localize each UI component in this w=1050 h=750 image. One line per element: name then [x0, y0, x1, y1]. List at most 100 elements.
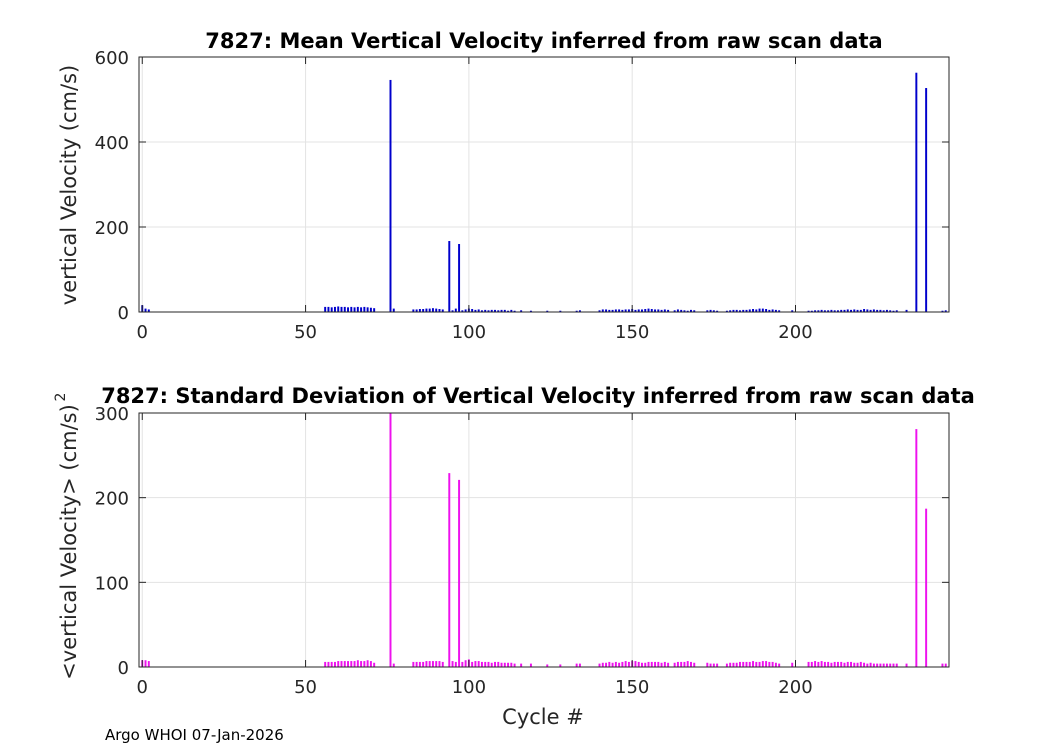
std-bar [461, 661, 464, 667]
std-bar [650, 661, 653, 667]
mean-bar [729, 310, 732, 312]
std-bar [876, 663, 879, 667]
std-bar [807, 661, 810, 667]
mean-y-tick-label: 200 [95, 218, 129, 239]
mean-bar [846, 309, 849, 312]
std-bar [654, 661, 657, 667]
std-bar [889, 663, 892, 667]
mean-bar [850, 309, 852, 313]
mean-bar [843, 309, 846, 313]
mean-bar [840, 309, 843, 313]
std-bar [712, 663, 715, 667]
mean-bar [360, 307, 363, 312]
std-bar [725, 663, 728, 667]
mean-bar [863, 309, 866, 312]
mean-bar [144, 308, 147, 312]
mean-bar [611, 309, 614, 313]
mean-bar [725, 310, 728, 312]
std-bar [716, 663, 719, 667]
mean-bar [758, 308, 761, 312]
footer-credit: Argo WHOI 07-Jan-2026 [105, 726, 284, 744]
std-bar [415, 661, 418, 667]
std-y-axis-label-superscript: 2 [53, 393, 69, 402]
std-bar [529, 663, 532, 667]
mean-bar [660, 309, 663, 313]
std-bar [729, 662, 732, 667]
mean-bar [853, 309, 856, 312]
std-bar [448, 473, 451, 667]
mean-bar [941, 310, 944, 312]
mean-y-axis-label: vertical Velocity (cm/s) [57, 65, 81, 305]
mean-bar [500, 309, 503, 313]
mean-bar [494, 309, 496, 313]
std-bar [836, 661, 839, 667]
mean-bar [337, 306, 340, 312]
std-axes-box [138, 412, 950, 668]
mean-bar [559, 310, 562, 312]
mean-bar [353, 307, 356, 312]
std-x-tick-label: 100 [452, 677, 486, 698]
std-bar [885, 663, 888, 667]
mean-bar [363, 306, 366, 312]
mean-bar [745, 309, 748, 313]
std-bar [693, 662, 696, 667]
std-plot-area [139, 413, 949, 667]
std-bar [817, 661, 820, 667]
std-bar [814, 661, 817, 667]
mean-bar [618, 309, 621, 312]
std-bar [327, 661, 330, 667]
std-bar [830, 662, 833, 667]
mean-bar [464, 309, 467, 312]
std-bar [768, 661, 771, 667]
std-bar [494, 661, 496, 667]
std-bar [513, 663, 516, 667]
mean-bar [693, 310, 696, 312]
mean-bar [392, 308, 395, 312]
std-bar [657, 661, 660, 667]
std-bar [510, 662, 513, 667]
std-bar [441, 661, 444, 667]
mean-bar [823, 310, 826, 312]
mean-bar [885, 309, 888, 313]
std-bar [941, 663, 944, 667]
mean-bar [490, 309, 493, 313]
std-y-tick-label: 300 [95, 404, 129, 425]
mean-bar [480, 310, 483, 312]
mean-bar [683, 310, 686, 312]
std-bar [771, 661, 774, 667]
std-bar [843, 662, 846, 667]
mean-bar [755, 309, 758, 312]
mean-bar [477, 309, 480, 312]
mean-y-tick-label: 600 [95, 48, 129, 69]
mean-bar [836, 310, 839, 312]
mean-bar [601, 309, 604, 312]
std-bar [428, 661, 431, 667]
std-bar [859, 661, 862, 667]
std-bar [601, 662, 604, 667]
std-bar [520, 663, 523, 667]
std-bar [369, 661, 372, 667]
std-bar [422, 661, 425, 667]
std-y-tick-label: 200 [95, 489, 129, 510]
std-bar [147, 661, 150, 667]
mean-bar [925, 88, 928, 312]
mean-bar [879, 309, 882, 313]
std-bar [748, 661, 751, 667]
mean-plot-area [139, 57, 949, 312]
std-x-tick-label: 150 [615, 677, 649, 698]
std-bar [892, 663, 895, 667]
mean-bar [667, 309, 670, 313]
std-bar [425, 661, 428, 667]
mean-bar [817, 310, 820, 312]
mean-bar [624, 309, 627, 312]
mean-bar [654, 309, 657, 312]
std-bar [412, 661, 415, 667]
x-axis-label: Cycle # [502, 705, 584, 729]
mean-bar [412, 309, 415, 312]
mean-bar [418, 309, 421, 312]
mean-bar [827, 310, 830, 312]
std-bar [765, 661, 768, 667]
std-bar [624, 661, 627, 667]
std-bar [879, 663, 882, 667]
